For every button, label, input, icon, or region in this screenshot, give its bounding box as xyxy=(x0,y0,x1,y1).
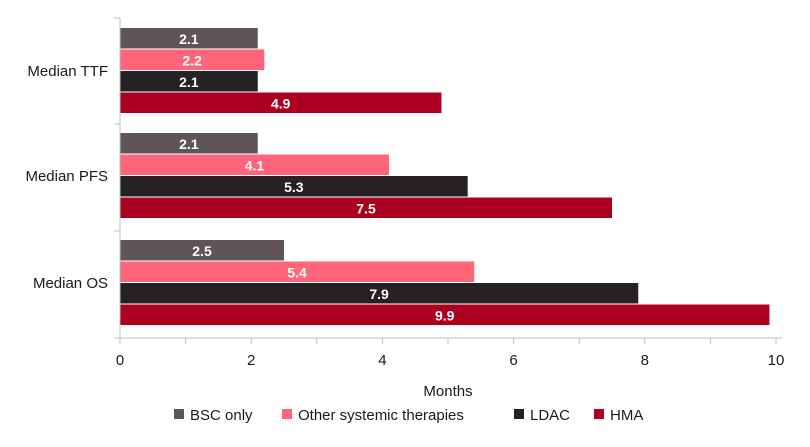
category-label-median-ttf: Median TTF xyxy=(27,63,108,80)
x-tick-label-8: 8 xyxy=(641,352,649,369)
legend-swatch-bsc-only xyxy=(174,409,184,419)
data-label-median-pfs-other-systemic-therapies: 4.1 xyxy=(245,157,265,173)
x-axis-title: Months xyxy=(423,383,472,400)
category-label-median-pfs: Median PFS xyxy=(25,168,108,185)
x-tick-label-0: 0 xyxy=(116,352,124,369)
bar-median-os-other-systemic-therapies xyxy=(120,261,475,282)
bar-median-ttf-other-systemic-therapies xyxy=(120,49,265,70)
data-label-median-os-bsc-only: 2.5 xyxy=(192,243,212,259)
data-label-median-os-hma: 9.9 xyxy=(435,307,455,323)
legend: BSC only Other systemic therapies LDAC HMA xyxy=(174,407,643,424)
x-tick-label-2: 2 xyxy=(247,352,255,369)
axes xyxy=(114,17,782,339)
x-tick-label-6: 6 xyxy=(509,352,517,369)
data-label-median-os-other-systemic-therapies: 5.4 xyxy=(287,264,307,280)
bar-median-ttf-bsc-only xyxy=(120,28,258,49)
data-label-median-pfs-hma: 7.5 xyxy=(356,200,376,216)
bars xyxy=(120,28,770,325)
data-label-median-ttf-bsc-only: 2.1 xyxy=(179,31,199,47)
legend-label-bsc-only: BSC only xyxy=(190,407,253,424)
category-labels: Median TTF Median PFS Median OS xyxy=(25,63,108,292)
bar-median-pfs-ldac xyxy=(120,176,468,197)
legend-swatch-other-systemic-therapies xyxy=(282,409,292,419)
data-label-median-pfs-ldac: 5.3 xyxy=(284,179,304,195)
legend-swatch-hma xyxy=(594,409,604,419)
category-label-median-os: Median OS xyxy=(33,275,108,292)
bar-median-os-hma xyxy=(120,304,770,325)
data-labels: 2.1 2.2 2.1 4.9 2.1 4.1 5.3 7.5 2.5 5.4 7.9 9.9 xyxy=(179,31,455,324)
x-ticks: 0 2 4 6 8 10 xyxy=(116,338,785,369)
bar-median-os-bsc-only xyxy=(120,240,284,261)
legend-swatch-ldac xyxy=(514,409,524,419)
data-label-median-ttf-ldac: 2.1 xyxy=(179,74,199,90)
data-label-median-ttf-hma: 4.9 xyxy=(271,95,291,111)
bar-median-ttf-ldac xyxy=(120,71,258,92)
bar-median-pfs-other-systemic-therapies xyxy=(120,154,389,175)
x-tick-label-4: 4 xyxy=(378,352,386,369)
bar-median-pfs-bsc-only xyxy=(120,133,258,154)
legend-label-hma: HMA xyxy=(610,407,643,424)
bar-median-ttf-hma xyxy=(120,92,442,113)
bar-median-os-ldac xyxy=(120,283,639,304)
data-label-median-ttf-other-systemic-therapies: 2.2 xyxy=(182,52,202,68)
legend-label-other-systemic-therapies: Other systemic therapies xyxy=(298,407,464,424)
data-label-median-pfs-bsc-only: 2.1 xyxy=(179,136,199,152)
data-label-median-os-ldac: 7.9 xyxy=(369,286,389,302)
x-tick-label-10: 10 xyxy=(768,352,785,369)
bar-median-pfs-hma xyxy=(120,197,612,218)
legend-label-ldac: LDAC xyxy=(530,407,570,424)
